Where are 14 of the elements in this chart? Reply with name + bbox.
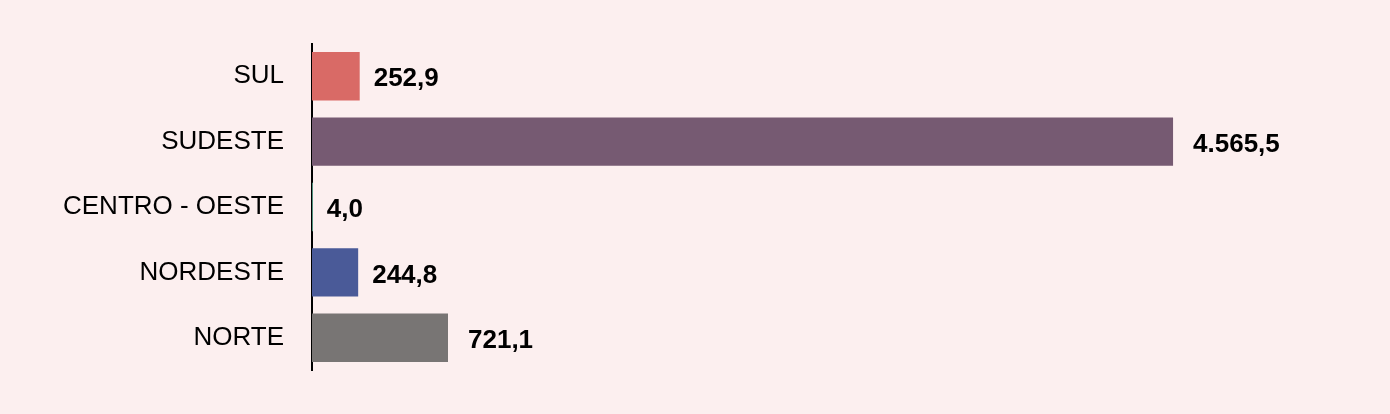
data-label: 4.565,5 [1193, 127, 1280, 158]
y-tick-label: NORTE [193, 320, 284, 351]
bar [312, 248, 359, 297]
y-tick-label: CENTRO - OESTE [62, 190, 284, 221]
bar [312, 117, 1174, 166]
bar [312, 52, 360, 101]
y-tick-label: SUDESTE [161, 124, 284, 155]
data-label: 252,9 [373, 62, 439, 93]
data-label: 4,0 [326, 193, 363, 224]
y-tick-label: NORDESTE [139, 255, 284, 286]
data-label: 721,1 [468, 323, 534, 354]
bar [312, 313, 448, 362]
data-label: 244,8 [372, 258, 438, 289]
y-tick-label: SUL [233, 59, 284, 90]
